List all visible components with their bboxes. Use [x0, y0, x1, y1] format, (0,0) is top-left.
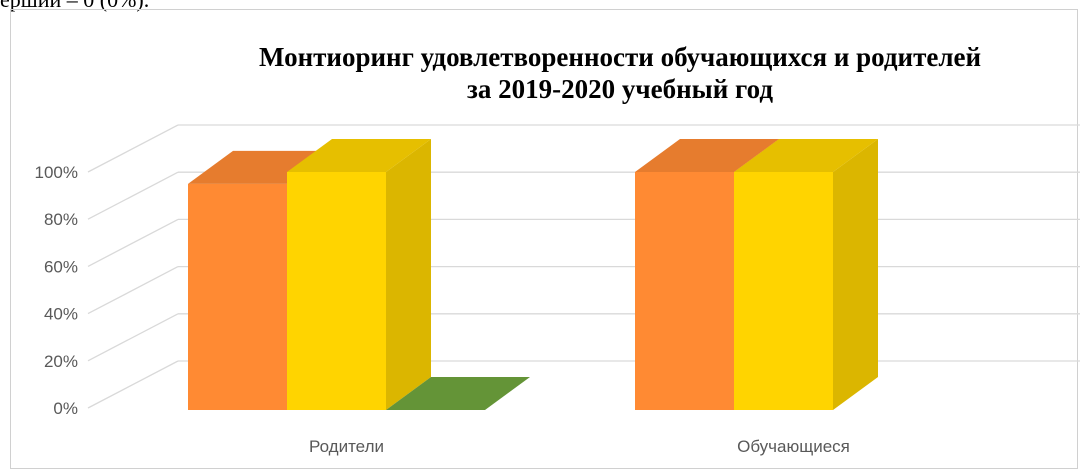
gridline-side [87, 124, 179, 173]
y-tick-label: 20% [44, 352, 78, 371]
y-tick-label: 80% [44, 210, 78, 229]
chart-subtitle: за 2019-2020 учебный год [467, 74, 773, 104]
bar [635, 172, 734, 410]
bar-top [287, 139, 431, 172]
y-tick-label: 60% [44, 257, 78, 276]
gridline-side [87, 171, 179, 220]
gridline-side [87, 266, 179, 315]
gridline-side [87, 360, 179, 409]
bar [188, 183, 287, 410]
gridline-side [87, 218, 179, 267]
bar-top [386, 377, 530, 410]
bar-top [734, 139, 878, 172]
bar [287, 172, 386, 410]
bar-top [635, 139, 779, 172]
gridline-side [87, 313, 179, 362]
bar-side [386, 139, 431, 410]
chart-title: Монтиоринг удовлетворенности обучающихся… [258, 42, 982, 72]
y-tick-label: 40% [44, 305, 78, 324]
bar [734, 172, 833, 410]
y-tick-label: 0% [53, 399, 78, 418]
bar-side [833, 139, 878, 410]
x-tick-label: Обучающиеся [737, 437, 850, 456]
x-tick-label: Родители [309, 437, 384, 456]
chart-title-block: Монтиоринг удовлетворенности обучающихся… [160, 41, 1080, 105]
y-tick-label: 100% [35, 163, 78, 182]
